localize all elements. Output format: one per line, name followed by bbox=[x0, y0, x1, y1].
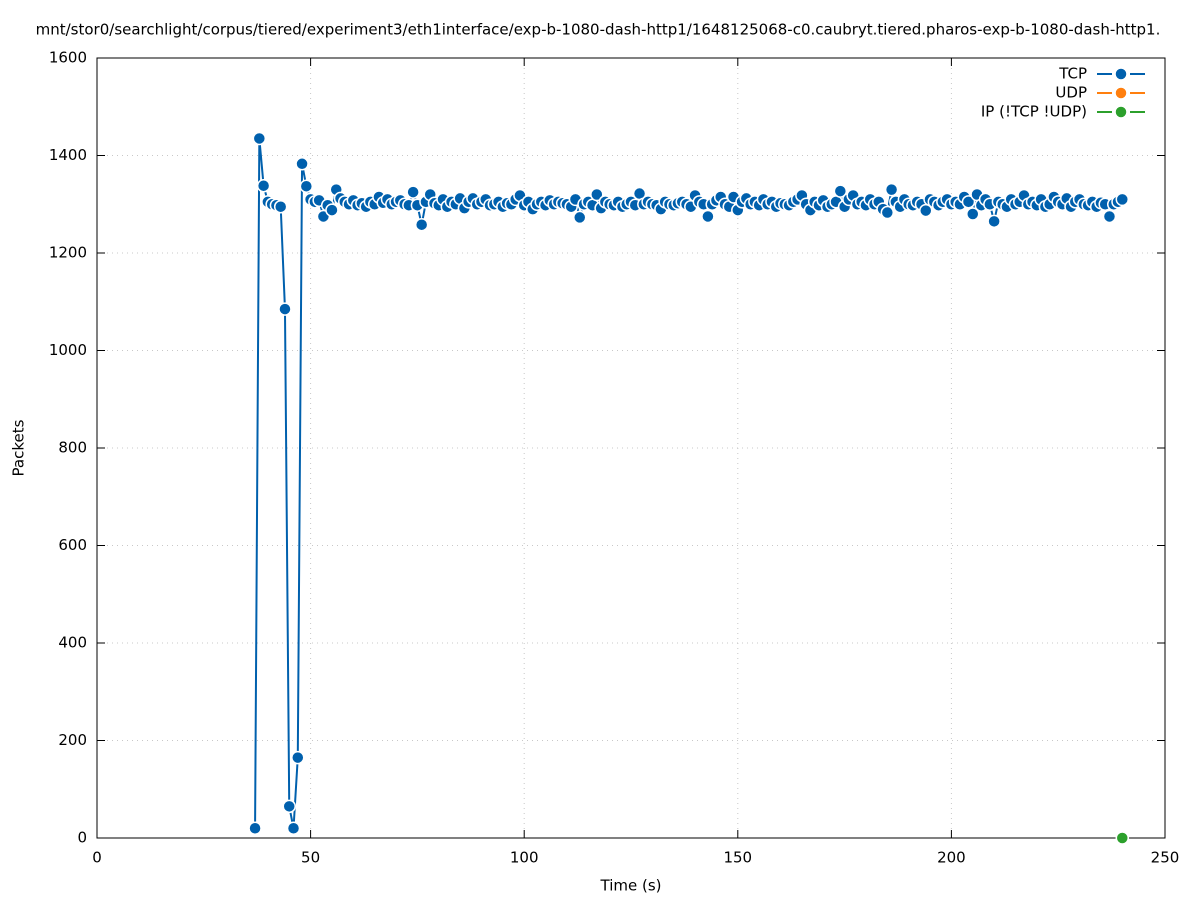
data-point bbox=[701, 209, 715, 224]
y-tick-label: 1200 bbox=[49, 244, 87, 262]
y-tick-label: 600 bbox=[58, 536, 87, 554]
data-point bbox=[256, 178, 271, 193]
data-point bbox=[291, 750, 305, 765]
x-tick-label: 50 bbox=[301, 849, 320, 867]
data-point bbox=[406, 185, 420, 199]
y-tick-label: 1600 bbox=[49, 49, 87, 67]
x-tick-label: 100 bbox=[510, 849, 539, 867]
data-point bbox=[414, 217, 429, 232]
data-point bbox=[273, 199, 288, 214]
data-point bbox=[572, 210, 587, 225]
y-tick-label: 800 bbox=[58, 439, 87, 457]
data-point bbox=[252, 131, 267, 146]
data-point bbox=[884, 182, 899, 197]
legend-marker bbox=[1114, 105, 1128, 119]
data-point bbox=[295, 157, 309, 171]
data-point bbox=[278, 302, 292, 316]
data-point bbox=[299, 179, 314, 193]
data-point bbox=[1115, 831, 1130, 845]
data-point bbox=[1102, 209, 1117, 224]
series-line bbox=[254, 137, 1123, 830]
data-point bbox=[286, 821, 301, 835]
legend-label: TCP bbox=[1058, 65, 1087, 83]
plot-frame bbox=[96, 57, 1166, 839]
x-tick-label: 200 bbox=[937, 849, 966, 867]
y-tick-label: 0 bbox=[77, 829, 87, 847]
y-tick-label: 1400 bbox=[49, 146, 87, 164]
data-point bbox=[966, 207, 980, 221]
data-point bbox=[987, 214, 1001, 229]
data-point bbox=[248, 821, 262, 835]
y-tick-label: 400 bbox=[58, 634, 87, 652]
legend-marker bbox=[1114, 86, 1128, 100]
x-tick-label: 150 bbox=[723, 849, 752, 867]
legend-label: UDP bbox=[1055, 84, 1087, 102]
legend-marker bbox=[1114, 67, 1128, 81]
data-point bbox=[282, 799, 296, 814]
data-point bbox=[880, 205, 895, 220]
y-tick-label: 1000 bbox=[49, 341, 87, 359]
chart-title: mnt/stor0/searchlight/corpus/tiered/expe… bbox=[36, 21, 1161, 39]
x-axis-label: Time (s) bbox=[600, 877, 662, 895]
data-point bbox=[325, 203, 339, 217]
data-point bbox=[1115, 192, 1130, 207]
data-point bbox=[961, 195, 976, 209]
x-tick-label: 0 bbox=[92, 849, 102, 867]
x-tick-label: 250 bbox=[1151, 849, 1180, 867]
y-tick-label: 200 bbox=[58, 731, 87, 749]
data-point bbox=[833, 184, 848, 198]
y-axis-label: Packets bbox=[10, 419, 28, 476]
data-point bbox=[590, 187, 604, 202]
legend-label: IP (!TCP !UDP) bbox=[981, 103, 1087, 121]
